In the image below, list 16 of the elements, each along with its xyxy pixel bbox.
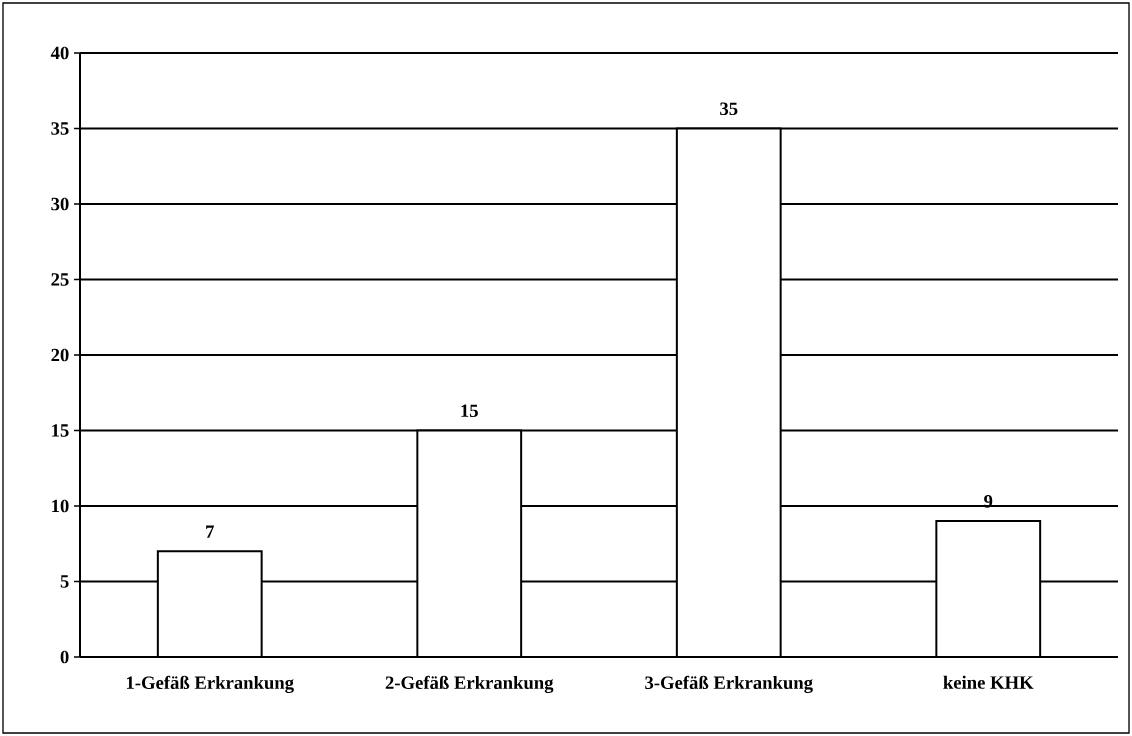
y-tick-label: 10 [52,499,69,513]
y-tick-label: 40 [50,46,69,60]
data-label: 15 [461,404,478,418]
y-tick-label: 15 [52,424,69,437]
y-tick-label: 20 [51,348,69,362]
x-tick-label: 3-Gefäß Erkrankung [645,675,813,693]
x-tick-label: keine KHK [943,675,1034,689]
x-tick-label: 2-Gefäß Erkrankung [385,675,554,693]
data-label: 35 [720,102,738,116]
y-tick-label: 35 [51,122,69,135]
y-tick-label: 5 [60,575,69,588]
y-tick-label: 25 [51,273,69,286]
data-label: 7 [206,525,214,538]
x-tick-label: 1-Gefäß Erkrankung [126,675,294,693]
y-tick-label: 30 [51,197,69,211]
y-tick-label: 0 [60,650,69,664]
